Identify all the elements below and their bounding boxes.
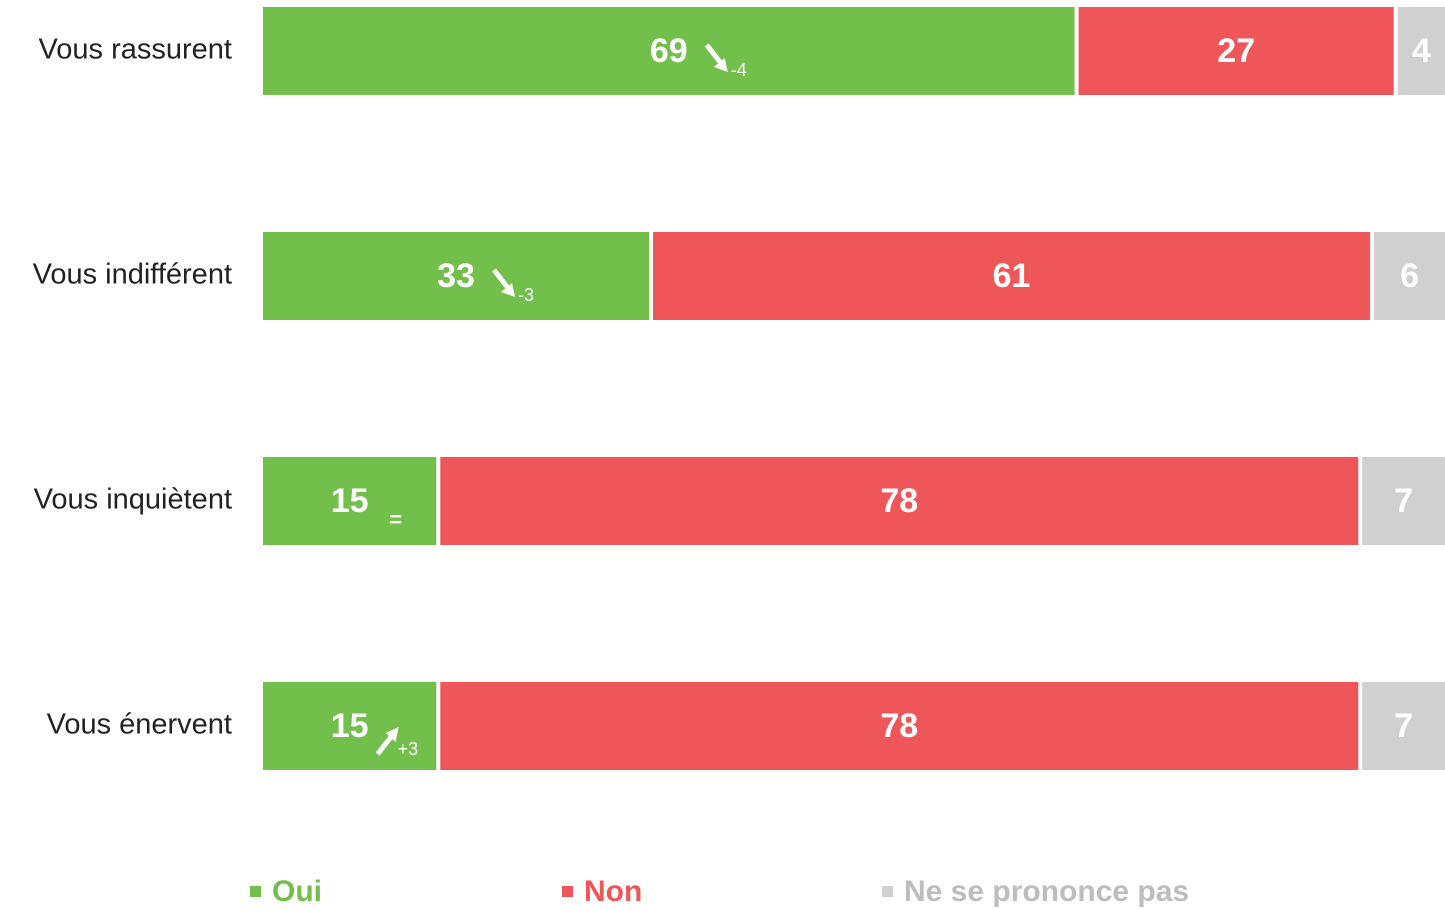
change-label: -4 [731, 60, 747, 80]
change-label: +3 [398, 739, 419, 759]
value-label: 78 [880, 482, 918, 520]
legend-swatch [250, 886, 261, 897]
legend-label: Oui [272, 875, 322, 908]
legend-label: Non [584, 875, 642, 908]
value-label: 7 [1394, 707, 1413, 745]
value-label: 6 [1400, 257, 1419, 295]
value-label: 7 [1394, 482, 1413, 520]
trend-arrow [492, 268, 511, 290]
bar-segment [1362, 457, 1445, 545]
trend-arrow-head [501, 283, 516, 297]
trend-arrow-head [713, 58, 728, 72]
bar-segment [1397, 7, 1445, 95]
value-label: 78 [880, 707, 918, 745]
bar-segment [263, 457, 437, 545]
value-label: 15 [331, 707, 369, 745]
value-label: 4 [1412, 32, 1431, 70]
change-label: = [389, 507, 402, 532]
bar-segment [263, 682, 437, 770]
category-label: Vous rassurent [39, 34, 232, 66]
category-label: Vous inquiètent [34, 484, 232, 516]
bar-segment [263, 232, 650, 320]
bar-segment [440, 682, 1359, 770]
bar-segment [440, 457, 1359, 545]
bar-segment [1078, 7, 1394, 95]
bar-segment [263, 7, 1075, 95]
category-label: Vous énervent [47, 709, 232, 741]
bar-segment [653, 232, 1371, 320]
value-label: 33 [437, 257, 475, 295]
value-label: 61 [993, 257, 1031, 295]
bar-segment [1374, 232, 1445, 320]
legend-swatch [882, 886, 893, 897]
value-label: 15 [331, 482, 369, 520]
legend-swatch [562, 886, 573, 897]
value-label: 27 [1217, 32, 1255, 70]
trend-arrow-head [385, 727, 399, 742]
value-label: 69 [650, 32, 688, 70]
trend-arrow [375, 734, 394, 756]
legend-label: Ne se prononce pas [904, 875, 1189, 908]
change-label: -3 [518, 285, 534, 305]
bar-segment [1362, 682, 1445, 770]
trend-arrow [704, 43, 723, 65]
category-label: Vous indifférent [33, 259, 232, 291]
